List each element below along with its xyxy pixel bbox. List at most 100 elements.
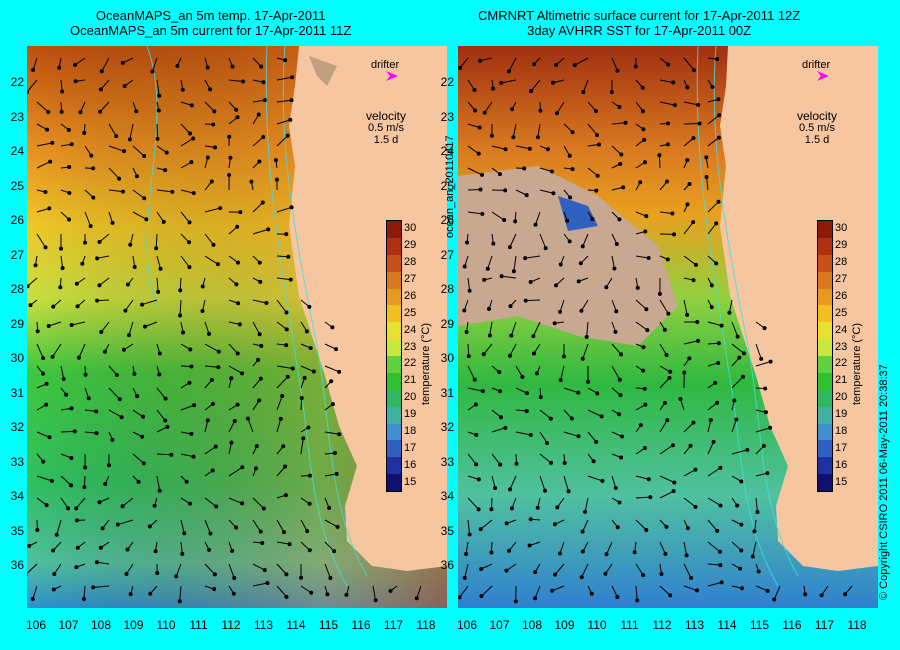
current-vector — [658, 155, 661, 169]
current-vector-head — [31, 67, 36, 72]
current-vector-head — [178, 313, 183, 318]
current-vector — [276, 365, 293, 370]
current-vector — [276, 76, 293, 81]
current-vector-head — [662, 327, 667, 332]
current-vector-head — [94, 560, 99, 565]
current-vector-head — [307, 548, 312, 553]
current-vector-head — [646, 255, 651, 260]
current-vector-head — [640, 109, 645, 114]
current-vector-head — [479, 567, 484, 572]
current-vector-head — [180, 87, 185, 92]
current-vector-head — [262, 98, 267, 103]
current-vector-head — [54, 532, 59, 537]
current-vector — [512, 123, 517, 138]
current-vector-head — [562, 460, 567, 465]
current-vector-head — [684, 553, 689, 558]
current-vector-head — [709, 305, 714, 310]
current-vector — [773, 585, 781, 600]
right-colorbar-title: temperature (°C) — [851, 322, 863, 405]
current-vector-head — [140, 302, 145, 307]
right-land-mass — [720, 46, 878, 571]
current-vector-head — [739, 479, 744, 484]
colorbar-swatch — [387, 423, 401, 441]
current-vector-head — [214, 504, 219, 509]
colorbar-tick-label: 26 — [404, 289, 417, 302]
current-vector — [276, 376, 289, 389]
current-vector — [60, 430, 75, 433]
current-vector-head — [768, 359, 773, 364]
left-map-panel[interactable] — [27, 46, 447, 608]
current-vector-head — [208, 87, 213, 92]
current-vector — [228, 497, 243, 504]
current-vector-head — [284, 327, 289, 332]
current-vector-head — [184, 479, 189, 484]
current-vector — [659, 541, 666, 555]
current-vector — [300, 519, 308, 532]
current-vector-head — [253, 466, 258, 471]
current-vector-head — [508, 487, 513, 492]
current-vector — [581, 299, 589, 312]
current-vector-head — [141, 461, 146, 466]
current-vector-head — [481, 352, 486, 357]
current-vector — [509, 343, 517, 356]
current-vector — [731, 321, 739, 337]
current-vector — [156, 387, 166, 399]
current-vector — [252, 497, 265, 509]
current-vector — [60, 365, 65, 380]
current-vector-head — [727, 310, 732, 315]
yaxisR-label: 30 — [440, 351, 454, 365]
current-vector — [554, 563, 565, 576]
current-vector-head — [692, 68, 697, 73]
current-vector-head — [231, 591, 236, 596]
right-map-panel[interactable] — [458, 46, 878, 608]
current-vector — [683, 585, 698, 591]
current-vector-head — [568, 195, 573, 200]
current-vector — [683, 469, 696, 477]
current-vector-head — [307, 501, 312, 506]
current-vector — [611, 299, 617, 312]
current-vector-head — [583, 509, 588, 514]
current-vector-head — [288, 117, 293, 122]
current-vector-head — [529, 89, 534, 94]
current-vector-head — [337, 432, 342, 437]
current-vector — [534, 585, 541, 599]
current-vector-head — [590, 217, 595, 222]
colorbar-tick-label: 29 — [835, 239, 848, 252]
current-vector — [252, 228, 269, 235]
current-vector — [611, 255, 615, 269]
current-vector-head — [216, 349, 221, 354]
colorbar-tick-label: 17 — [835, 441, 848, 454]
current-vector — [60, 255, 64, 269]
current-vector-head — [211, 122, 216, 127]
yaxisR-label: 22 — [440, 75, 454, 89]
right-map-svg — [458, 46, 878, 608]
current-vector-head — [715, 57, 720, 62]
current-vector-head — [337, 369, 342, 374]
current-vector — [155, 233, 158, 249]
current-vector — [707, 114, 720, 125]
current-vector-head — [175, 63, 180, 68]
current-vector-head — [551, 191, 556, 196]
current-vector-head — [594, 439, 599, 444]
colorbar-tick-label: 20 — [835, 391, 848, 404]
current-vector — [509, 475, 517, 490]
current-vector-head — [77, 355, 82, 360]
left-current-vectors — [27, 57, 422, 604]
current-vector-head — [538, 395, 543, 400]
current-vector-head — [83, 465, 88, 470]
current-vector-head — [27, 544, 32, 549]
current-vector-head — [549, 169, 554, 174]
current-vector-head — [308, 346, 313, 351]
current-vector — [467, 387, 484, 392]
current-vector-head — [189, 364, 194, 369]
current-vector-head — [535, 135, 540, 140]
current-vector — [247, 418, 254, 433]
current-vector-head — [211, 242, 216, 247]
current-vector-head — [51, 587, 56, 592]
current-vector — [132, 211, 147, 220]
current-vector-head — [200, 284, 205, 289]
current-vector-head — [615, 525, 620, 530]
xaxisR-label: 117 — [814, 618, 835, 632]
current-vector — [683, 340, 699, 345]
current-vector-head — [458, 65, 463, 70]
